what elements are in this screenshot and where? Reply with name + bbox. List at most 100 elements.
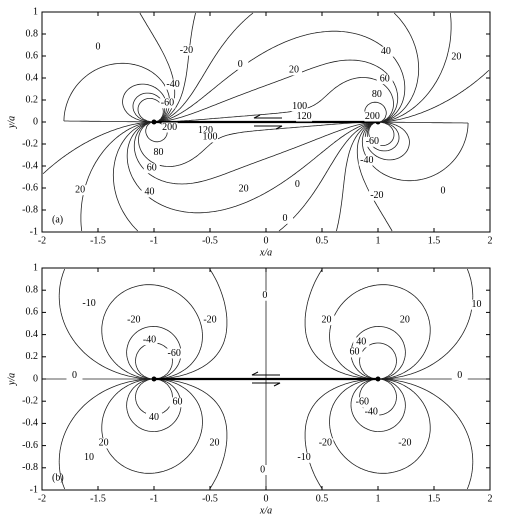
- contour-line: [112, 12, 420, 232]
- label-bg: [354, 397, 371, 408]
- contour-label: 40: [145, 187, 155, 198]
- contour-label: 0: [238, 59, 243, 70]
- x-axis-label: x/a: [259, 247, 272, 258]
- y-tick-label: 0.4: [26, 329, 39, 340]
- y-tick-label: -0.4: [22, 418, 38, 429]
- contour-label: 120: [297, 111, 312, 122]
- contour-label: -20: [180, 45, 193, 56]
- contour-label: -20: [370, 190, 383, 201]
- contour-label: 20: [75, 184, 85, 195]
- label-bg: [318, 315, 335, 326]
- label-bg: [90, 42, 106, 53]
- contour-line: [126, 326, 406, 432]
- x-tick-label: -1.5: [90, 235, 106, 246]
- x-tick-label: -1: [150, 235, 158, 246]
- arrow: [252, 382, 281, 387]
- x-tick-label: 0: [264, 493, 269, 504]
- arrow: [254, 125, 283, 130]
- x-tick-label: -0.5: [202, 235, 218, 246]
- contour-label: -40: [360, 155, 373, 166]
- y-tick-label: 0.2: [26, 94, 39, 105]
- label-bg: [141, 335, 158, 346]
- contour-label: 200: [162, 122, 177, 133]
- label-bg: [296, 111, 313, 122]
- contour-line: [80, 12, 452, 232]
- y-tick-label: 0.6: [26, 307, 39, 318]
- x-tick-label: 0: [264, 235, 269, 246]
- contour-label: -40: [143, 334, 156, 345]
- y-tick-label: 0.8: [26, 284, 39, 295]
- label-bg: [363, 407, 380, 418]
- x-tick-label: 1.5: [428, 493, 441, 504]
- y-tick-label: -1: [30, 484, 38, 495]
- label-bg: [256, 290, 273, 301]
- y-tick-label: -0.2: [22, 395, 38, 406]
- contour-label: 80: [372, 89, 382, 100]
- x-tick-label: 1: [376, 493, 381, 504]
- label-bg: [358, 155, 375, 166]
- contour-label: 20: [400, 314, 410, 325]
- label-bg: [125, 315, 142, 326]
- contour-label: 60: [349, 347, 359, 358]
- label-bg: [377, 46, 394, 57]
- label-bg: [166, 348, 183, 359]
- contour-line: [63, 62, 469, 182]
- label-bg: [66, 370, 83, 381]
- arrow: [253, 114, 282, 119]
- x-tick-label: -2: [38, 493, 46, 504]
- x-axis-label: x/a: [259, 505, 272, 516]
- contour-label: -10: [82, 298, 95, 309]
- contour-label: -40: [166, 79, 179, 90]
- x-tick-label: -0.5: [202, 493, 218, 504]
- label-bg: [150, 147, 167, 158]
- label-bg: [202, 315, 218, 326]
- label-bg: [254, 465, 271, 476]
- contour-label: -20: [127, 314, 140, 325]
- y-tick-label: 0.8: [26, 28, 39, 39]
- y-tick-label: -0.2: [22, 138, 38, 149]
- x-tick-label: -1.5: [90, 493, 106, 504]
- dislocation: [151, 119, 157, 125]
- contour-label: 60: [173, 397, 183, 408]
- contour-line: [42, 12, 490, 232]
- label-bg: [161, 122, 178, 133]
- contour-label: 100: [203, 132, 218, 143]
- contour-label: -60: [366, 136, 379, 147]
- contour-line: [101, 284, 431, 474]
- label-bg: [296, 452, 313, 463]
- label-bg: [448, 52, 465, 63]
- contour-line: [126, 30, 406, 214]
- panel-label: (a): [52, 214, 63, 225]
- label-bg: [434, 186, 451, 197]
- contour-label: -20: [319, 438, 332, 449]
- label-bg: [206, 438, 223, 449]
- label-bg: [232, 59, 249, 70]
- dislocation: [151, 376, 157, 382]
- arrow: [251, 371, 280, 376]
- label-bg: [291, 101, 308, 112]
- label-bg: [72, 185, 89, 196]
- contour-label: 10: [472, 299, 482, 310]
- y-tick-label: 0.4: [26, 72, 39, 83]
- label-bg: [451, 370, 468, 381]
- label-bg: [165, 79, 182, 90]
- label-bg: [141, 187, 158, 198]
- label-bg: [146, 412, 162, 423]
- y-tick-label: -0.8: [22, 204, 38, 215]
- contour-label: 40: [149, 412, 159, 423]
- contour-label: -20: [203, 314, 216, 325]
- contour-label: 120: [198, 125, 213, 136]
- contour-label: 0: [295, 179, 300, 190]
- y-tick-label: -0.6: [22, 182, 38, 193]
- dislocation: [375, 376, 381, 382]
- x-tick-label: -1: [150, 493, 158, 504]
- contour-label: -60: [167, 348, 180, 359]
- contour-label: -60: [161, 98, 174, 109]
- y-tick-label: 1: [33, 6, 38, 17]
- y-tick-label: 0.2: [26, 351, 39, 362]
- x-tick-label: -2: [38, 235, 46, 246]
- label-bg: [396, 438, 413, 449]
- y-tick-label: 0: [33, 373, 38, 384]
- y-tick-label: -0.8: [22, 462, 38, 473]
- label-bg: [235, 184, 252, 195]
